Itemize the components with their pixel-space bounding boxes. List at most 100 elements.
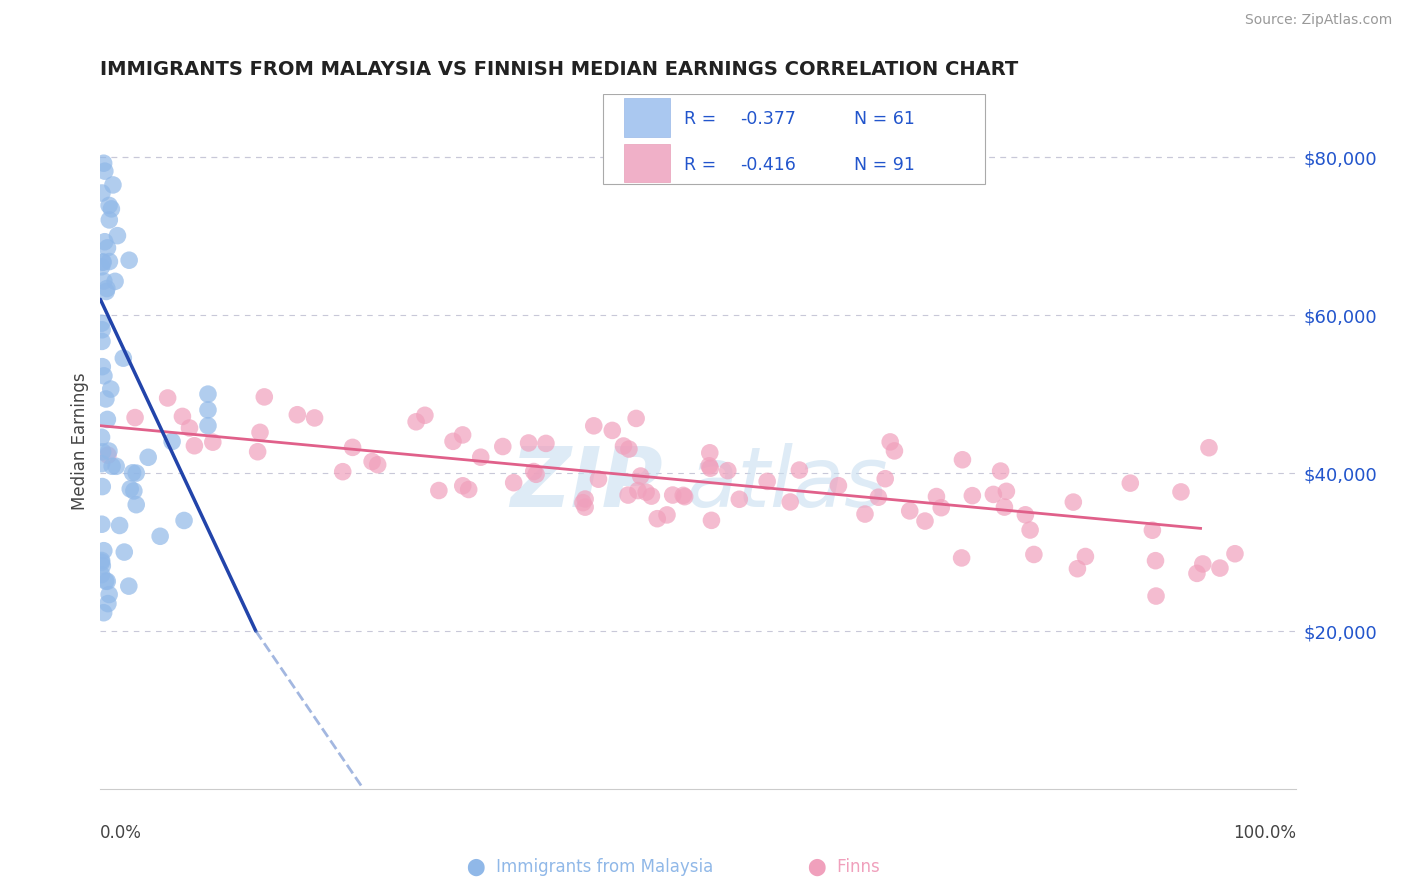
Point xyxy=(304,411,326,425)
Point xyxy=(574,500,596,515)
Point xyxy=(108,518,131,533)
Point xyxy=(96,241,118,255)
Point xyxy=(93,606,115,620)
Point xyxy=(100,382,122,396)
Point xyxy=(90,567,112,582)
Point xyxy=(179,421,201,435)
Point xyxy=(600,424,623,438)
Bar xyxy=(624,144,669,182)
Point xyxy=(950,550,973,565)
Point xyxy=(925,490,948,504)
Point xyxy=(879,434,901,449)
Point xyxy=(118,579,141,593)
Point xyxy=(97,597,120,611)
Point xyxy=(118,253,141,268)
Point xyxy=(470,450,492,465)
Point xyxy=(94,574,117,588)
Point xyxy=(90,316,112,330)
Point xyxy=(699,446,721,460)
Point xyxy=(672,488,695,502)
Point xyxy=(427,483,450,498)
FancyBboxPatch shape xyxy=(603,94,986,185)
Point xyxy=(285,408,308,422)
Point xyxy=(91,479,114,493)
Point xyxy=(98,213,121,227)
Point xyxy=(96,281,118,295)
Point xyxy=(673,490,696,504)
Y-axis label: Median Earnings: Median Earnings xyxy=(72,373,89,510)
Point xyxy=(655,508,678,522)
Point xyxy=(492,440,515,454)
Point xyxy=(107,228,129,243)
Text: IMMIGRANTS FROM MALAYSIA VS FINNISH MEDIAN EARNINGS CORRELATION CHART: IMMIGRANTS FROM MALAYSIA VS FINNISH MEDI… xyxy=(100,60,1018,78)
Point xyxy=(524,467,547,482)
Point xyxy=(197,387,219,401)
Point xyxy=(875,472,897,486)
Point xyxy=(91,445,114,459)
Point xyxy=(94,392,117,406)
Point xyxy=(617,442,640,456)
Point xyxy=(630,469,652,483)
Text: 0.0%: 0.0% xyxy=(100,823,142,842)
Point xyxy=(574,491,596,506)
Point xyxy=(1144,554,1167,568)
Point xyxy=(624,411,647,425)
Point xyxy=(172,409,194,424)
Point xyxy=(98,588,121,602)
Point xyxy=(91,255,114,269)
Point xyxy=(502,475,524,490)
Point xyxy=(457,483,479,497)
Point xyxy=(332,465,354,479)
Point xyxy=(183,439,205,453)
Point xyxy=(96,285,118,299)
Point xyxy=(90,553,112,567)
Point xyxy=(93,368,115,383)
Text: N = 91: N = 91 xyxy=(853,155,915,174)
Point xyxy=(173,513,195,527)
Point xyxy=(100,202,122,216)
Bar xyxy=(624,98,669,136)
Point xyxy=(441,434,464,449)
Point xyxy=(1019,523,1042,537)
Point xyxy=(125,498,148,512)
Point xyxy=(1170,484,1192,499)
Point xyxy=(201,435,224,450)
Point xyxy=(993,500,1015,514)
Point xyxy=(101,459,124,474)
Point xyxy=(91,255,114,269)
Point xyxy=(661,488,683,502)
Point xyxy=(122,483,145,498)
Point xyxy=(699,461,721,475)
Point xyxy=(582,418,605,433)
Point xyxy=(1223,547,1246,561)
Point xyxy=(121,466,143,480)
Point xyxy=(1062,495,1084,509)
Point xyxy=(112,545,135,559)
Point xyxy=(700,513,723,527)
Point xyxy=(640,489,662,503)
Text: Source: ZipAtlas.com: Source: ZipAtlas.com xyxy=(1244,13,1392,28)
Point xyxy=(93,543,115,558)
Point xyxy=(756,475,779,489)
Point xyxy=(90,430,112,444)
Point xyxy=(98,198,121,212)
Point xyxy=(249,425,271,440)
Point xyxy=(612,439,634,453)
Text: R =: R = xyxy=(683,111,721,128)
Point xyxy=(1066,562,1088,576)
Point xyxy=(898,504,921,518)
Point xyxy=(523,465,546,479)
Point xyxy=(93,235,115,249)
Point xyxy=(342,441,364,455)
Point xyxy=(97,444,120,458)
Point xyxy=(96,412,118,426)
Point xyxy=(93,274,115,288)
Point xyxy=(1014,508,1036,522)
Point xyxy=(98,254,121,268)
Point xyxy=(160,434,183,449)
Text: R =: R = xyxy=(683,155,721,174)
Point xyxy=(517,436,540,450)
Point xyxy=(853,507,876,521)
Point xyxy=(105,459,128,474)
Text: -0.416: -0.416 xyxy=(740,155,796,174)
